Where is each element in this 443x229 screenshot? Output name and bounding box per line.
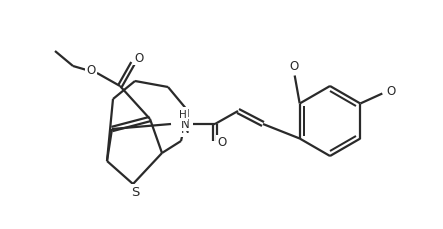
Text: O: O bbox=[387, 85, 396, 98]
Text: H: H bbox=[179, 110, 187, 120]
Text: H
N: H N bbox=[181, 108, 189, 136]
Text: O: O bbox=[218, 136, 227, 148]
Text: O: O bbox=[134, 52, 144, 65]
Text: S: S bbox=[131, 185, 139, 199]
Text: O: O bbox=[289, 60, 298, 73]
Text: O: O bbox=[86, 63, 96, 76]
Text: N: N bbox=[181, 117, 189, 131]
